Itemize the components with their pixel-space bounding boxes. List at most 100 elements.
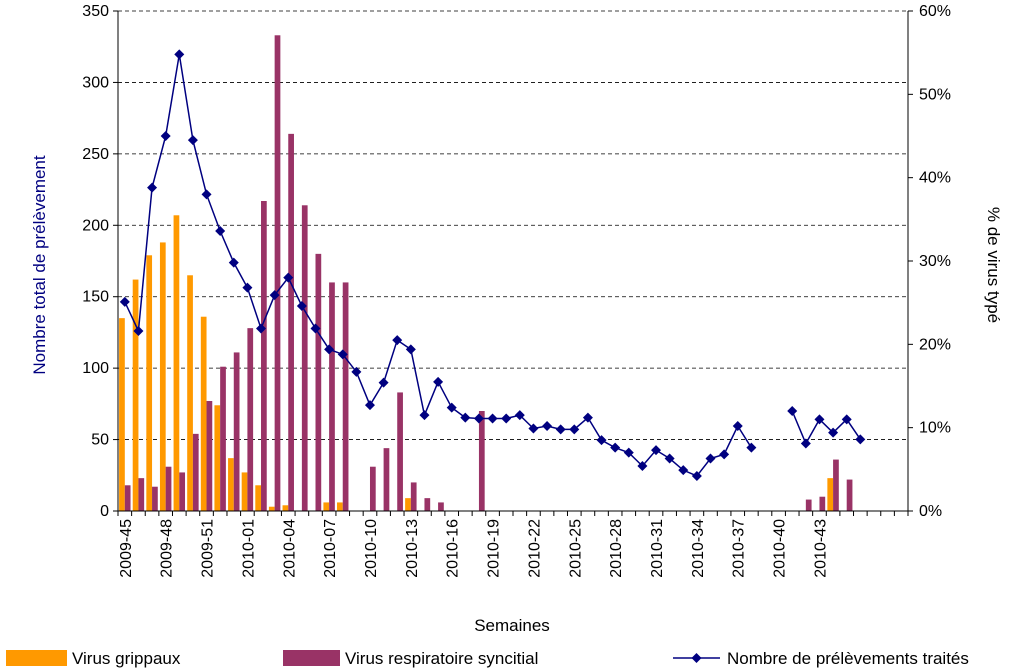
point-nombre-prelevements [732,421,743,431]
y-right-tick-label: 0% [919,503,942,520]
point-nombre-prelevements [800,438,811,449]
bar-virus-grippaux [405,498,411,511]
y-left-tick-label: 100 [82,360,109,377]
point-nombre-prelevements [174,49,185,60]
x-tick-label: 2010-22 [526,519,543,578]
x-tick-label: 2010-28 [608,519,625,578]
point-nombre-prelevements [405,344,416,355]
x-tick-label: 2010-40 [772,519,789,578]
bar-virus-grippaux [827,478,834,511]
bar-virus-grippaux [268,506,275,511]
gridlines [118,10,908,440]
bar-virus-respiratoire-syncitial [424,498,431,511]
x-tick-label: 2010-13 [404,519,421,578]
legend-swatch-virus-respiratoire-syncitial [283,650,340,666]
x-tick-label: 2010-04 [281,519,298,578]
point-nombre-prelevements [201,189,212,200]
point-nombre-prelevements [147,182,158,193]
point-nombre-prelevements [351,366,362,377]
x-tick-label: 2010-07 [322,519,339,578]
bar-virus-respiratoire-syncitial [833,459,839,511]
point-nombre-prelevements [364,400,375,411]
bar-virus-respiratoire-syncitial [369,466,376,511]
bar-virus-grippaux [159,242,166,511]
bar-virus-respiratoire-syncitial [220,366,226,511]
x-tick-label: 2009-45 [118,519,135,578]
y-left-tick-label: 50 [91,432,109,449]
y-right-tick-label: 40% [919,170,951,187]
y-left-tick-label: 150 [82,289,109,306]
line-nombre-prelevements [791,410,861,446]
point-nombre-prelevements [310,323,321,334]
point-nombre-prelevements [119,296,130,307]
x-tick-label: 2010-37 [731,519,748,578]
bar-virus-grippaux [173,215,180,512]
bar-virus-respiratoire-syncitial [124,485,131,511]
point-nombre-prelevements [296,301,307,311]
point-nombre-prelevements [528,423,539,434]
y-left-tick-label: 200 [82,217,109,234]
point-nombre-prelevements [787,406,798,416]
legend-label-virus-grippaux: Virus grippaux [72,649,181,668]
bar-virus-grippaux [282,505,289,511]
x-tick-label: 2010-31 [649,519,666,578]
bar-virus-grippaux [132,279,139,511]
legend-marker-nombre-prelevements [691,653,702,663]
bar-virus-respiratoire-syncitial [206,401,213,511]
point-nombre-prelevements [392,335,403,346]
point-nombre-prelevements [828,427,839,438]
bar-virus-grippaux [255,485,262,511]
point-nombre-prelevements [215,226,226,236]
point-nombre-prelevements [746,442,757,453]
point-nombre-prelevements [487,413,498,424]
series-nombre-prelevements [119,49,866,481]
bar-virus-grippaux [146,255,153,511]
y-right-tick-label: 60% [919,3,951,20]
legend-label-virus-respiratoire-syncitial: Virus respiratoire syncitial [345,649,538,668]
bar-virus-grippaux [214,405,221,511]
point-nombre-prelevements [283,272,294,283]
point-nombre-prelevements [324,344,335,355]
bar-virus-respiratoire-syncitial [342,282,349,511]
legend: Virus grippaux Virus respiratoire syncit… [6,649,969,668]
point-nombre-prelevements [542,421,553,431]
bar-virus-respiratoire-syncitial [315,253,322,511]
point-nombre-prelevements [814,414,825,425]
bar-virus-respiratoire-syncitial [397,392,403,511]
point-nombre-prelevements [473,413,484,424]
bar-virus-respiratoire-syncitial [233,352,240,511]
bar-virus-respiratoire-syncitial [274,35,281,512]
bar-virus-respiratoire-syncitial [247,328,254,511]
y-right-tick-label: 20% [919,336,951,353]
x-tick-label: 2010-01 [240,519,257,578]
point-nombre-prelevements [160,131,171,141]
x-tick-label: 2009-48 [159,519,176,578]
y-left-tick-label: 250 [82,146,109,163]
point-nombre-prelevements [555,424,566,435]
point-nombre-prelevements [569,424,580,435]
point-nombre-prelevements [691,471,702,481]
point-nombre-prelevements [719,449,730,460]
y-right-tick-label: 50% [919,86,951,103]
bar-virus-respiratoire-syncitial [152,486,158,511]
point-nombre-prelevements [501,413,512,424]
y-left-tick-label: 0 [100,503,109,520]
bar-virus-respiratoire-syncitial [383,448,390,511]
bar-virus-respiratoire-syncitial [329,282,335,511]
point-nombre-prelevements [256,323,267,334]
bar-virus-grippaux [119,318,125,511]
bar-virus-grippaux [228,458,234,511]
x-tick-label: 2010-16 [445,519,462,578]
bar-virus-grippaux [200,316,207,511]
point-nombre-prelevements [242,282,253,293]
bar-virus-respiratoire-syncitial [438,502,444,511]
point-nombre-prelevements [514,410,525,421]
point-nombre-prelevements [637,461,648,471]
bar-virus-respiratoire-syncitial [192,433,199,511]
bar-virus-respiratoire-syncitial [478,411,485,511]
bar-virus-respiratoire-syncitial [261,201,267,511]
y-left-tick-label: 350 [82,3,109,20]
point-nombre-prelevements [841,414,852,425]
point-nombre-prelevements [582,412,593,423]
